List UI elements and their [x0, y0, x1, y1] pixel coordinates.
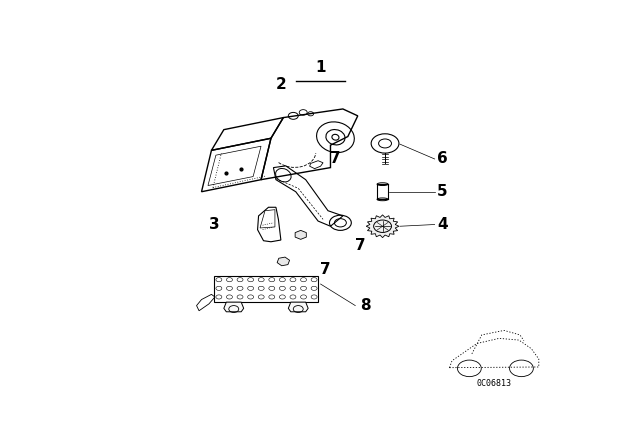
Text: 7: 7 [355, 238, 365, 253]
Text: 6: 6 [437, 151, 448, 167]
Polygon shape [224, 302, 244, 312]
Polygon shape [310, 161, 323, 168]
Text: 0C06813: 0C06813 [477, 379, 511, 388]
Text: 5: 5 [437, 184, 448, 199]
Polygon shape [366, 215, 399, 237]
Text: 7: 7 [320, 262, 331, 277]
Text: 4: 4 [437, 217, 448, 232]
Text: 1: 1 [316, 60, 326, 75]
Polygon shape [295, 230, 307, 239]
Text: 7: 7 [330, 151, 340, 167]
Polygon shape [277, 257, 289, 266]
Polygon shape [288, 302, 308, 312]
Text: 3: 3 [209, 217, 220, 232]
Text: 2: 2 [275, 78, 286, 92]
Text: 8: 8 [360, 298, 371, 313]
